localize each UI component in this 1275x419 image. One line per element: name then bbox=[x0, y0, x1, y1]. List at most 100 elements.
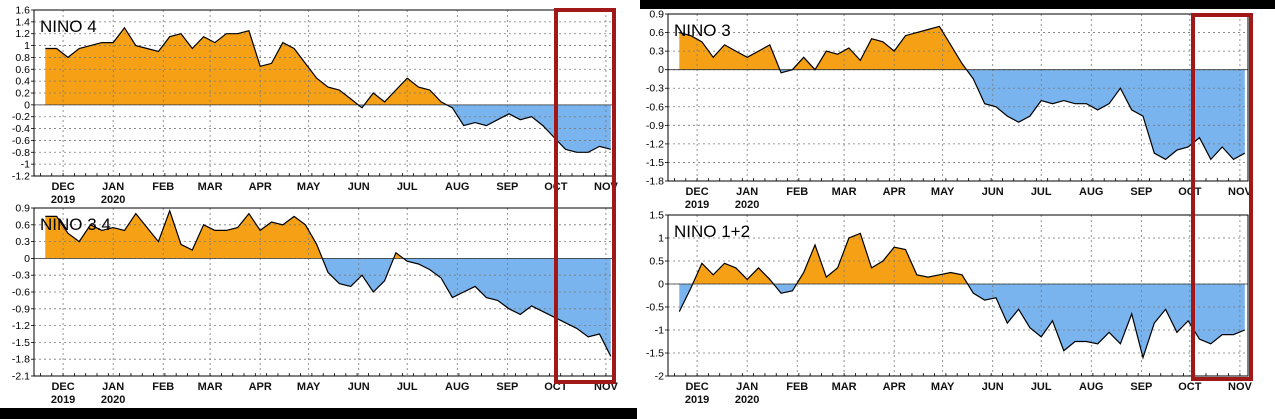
nino-4-y-tick-label: 1.6 bbox=[15, 5, 30, 17]
nino-34-x-year-label: 2019 bbox=[51, 394, 75, 406]
nino-3-x-tick-label: JUL bbox=[1031, 186, 1052, 198]
nino-3-x-tick-label: NOV bbox=[1228, 186, 1253, 198]
nino-4-y-tick-label: 0.6 bbox=[15, 64, 30, 76]
nino-3-y-tick-label: -1.2 bbox=[646, 138, 664, 150]
nino-12-x-tick-label: JUL bbox=[1031, 381, 1052, 393]
nino-3-series-line bbox=[679, 25, 1246, 161]
nino-3-frame bbox=[667, 13, 1249, 182]
nino-34-x-tick-label: JUL bbox=[397, 381, 418, 393]
nino-3-x-year-label: 2020 bbox=[735, 199, 759, 211]
nino-4-panel: -1.2-1-0.8-0.6-0.4-0.200.20.40.60.811.21… bbox=[12, 5, 619, 207]
nino-34-x-tick-label: AUG bbox=[445, 381, 469, 393]
nino-4-y-tick-label: -0.4 bbox=[12, 123, 30, 135]
nino-3-x-tick-label: DEC bbox=[685, 186, 708, 198]
nino-4-title: NINO 4 bbox=[40, 17, 97, 36]
nino-12-y-tick-label: -0.5 bbox=[646, 302, 664, 314]
nino-12-x-tick-label: MAR bbox=[832, 381, 857, 393]
nino-4-x-tick-label: JUL bbox=[397, 181, 418, 193]
nino-3-x-tick-label: SEP bbox=[1130, 186, 1152, 198]
nino-3-y-tick-label: -0.3 bbox=[646, 83, 664, 95]
nino-34-series-line bbox=[45, 208, 612, 357]
nino-4-y-tick-label: 0 bbox=[24, 99, 30, 111]
nino-4-x-year-label: 2020 bbox=[101, 194, 125, 206]
nino-34-x-tick-label: JUN bbox=[348, 381, 370, 393]
nino-34-x-tick-label: JAN bbox=[102, 381, 124, 393]
nino-12-y-tick-label: 1 bbox=[658, 233, 664, 245]
nino-4-y-tick-label: 1.2 bbox=[15, 28, 30, 40]
black-bar-bottom-left bbox=[0, 408, 637, 419]
nino-4-x-tick-label: SEP bbox=[496, 181, 518, 193]
nino-34-title: NINO 3.4 bbox=[40, 215, 111, 234]
nino-12-title: NINO 1+2 bbox=[674, 222, 750, 241]
right-column-oct-nov-box bbox=[1191, 13, 1253, 381]
nino-34-negative-area bbox=[45, 258, 611, 357]
nino-12-y-tick-label: -1.5 bbox=[646, 348, 664, 360]
nino-4-y-tick-label: 1 bbox=[24, 40, 30, 52]
nino-34-x-tick-label: MAR bbox=[198, 381, 223, 393]
nino-4-y-tick-label: -0.6 bbox=[12, 135, 30, 147]
nino-12-series-line bbox=[678, 232, 1246, 360]
nino-34-x-tick-label: SEP bbox=[496, 381, 518, 393]
nino-3-y-tick-label: 0.3 bbox=[649, 46, 664, 58]
nino-3-y-tick-label: -0.9 bbox=[646, 120, 664, 132]
nino-12-y-tick-label: -2 bbox=[655, 371, 664, 383]
nino-3-x-tick-label: FEB bbox=[786, 186, 808, 198]
nino-3-y-tick-label: 0.6 bbox=[649, 27, 664, 39]
nino-34-y-tick-label: -0.9 bbox=[12, 303, 30, 315]
left-column-oct-nov-box bbox=[554, 8, 616, 384]
nino-3-panel: -1.8 -1.5 -1.2 -0.9 -0.6 -0.3 0 0.3 0.6 0.9 DEC201… bbox=[646, 9, 1253, 212]
nino-4-x-tick-label: JAN bbox=[102, 181, 124, 193]
nino-4-y-tick-label: 0.4 bbox=[15, 76, 30, 88]
nino-12-negative-area bbox=[679, 284, 1245, 358]
nino-12-x-tick-label: MAY bbox=[931, 381, 955, 393]
nino-3-y-tick-label: 0.9 bbox=[649, 9, 664, 21]
nino-4-y-tick-label: 0.8 bbox=[15, 52, 30, 64]
nino-12-positive-area bbox=[679, 233, 1245, 284]
nino-4-positive-area bbox=[45, 27, 447, 105]
nino-3-x-tick-label: JUN bbox=[982, 186, 1004, 198]
nino-4-y-tick-label: -1.2 bbox=[12, 171, 30, 183]
nino-3-y-tick-label: -0.6 bbox=[646, 101, 664, 113]
nino-12-x-tick-label: OCT bbox=[1178, 381, 1202, 393]
nino-34-y-tick-label: -1.8 bbox=[12, 354, 30, 366]
nino-34-y-tick-label: -1.5 bbox=[12, 337, 30, 349]
nino-12-x-tick-label: FEB bbox=[786, 381, 808, 393]
nino-3-negative-area bbox=[679, 69, 1245, 160]
nino-12-x-year-label: 2020 bbox=[735, 394, 759, 406]
nino-4-y-tick-label: 1.4 bbox=[15, 16, 30, 28]
nino-3-x-tick-label: AUG bbox=[1079, 186, 1103, 198]
nino-12-x-tick-label: JAN bbox=[736, 381, 758, 393]
nino-3-x-tick-label: OCT bbox=[1178, 186, 1202, 198]
nino-4-x-tick-label: JUN bbox=[348, 181, 370, 193]
nino-3-y-tick-label: 0 bbox=[658, 64, 664, 76]
nino-3-x-tick-label: JAN bbox=[736, 186, 758, 198]
nino-12-y-tick-label: 0.5 bbox=[649, 256, 664, 268]
nino-4-y-tick-label: -0.2 bbox=[12, 111, 30, 123]
nino-3-x-tick-label: MAY bbox=[931, 186, 955, 198]
nino-34-panel: -2.1 -1.8 -1.5 -1.2 -0.9 -0.6 -0.3 0 0.3 0.6 0.9 DE… bbox=[12, 203, 619, 407]
nino-4-x-tick-label: DEC bbox=[51, 181, 74, 193]
black-bar-top-right bbox=[640, 0, 1275, 9]
nino-4-x-tick-label: APR bbox=[249, 181, 272, 193]
nino-34-x-tick-label: FEB bbox=[152, 381, 174, 393]
nino-34-x-tick-label: DEC bbox=[51, 381, 74, 393]
nino-12-x-tick-label: SEP bbox=[1130, 381, 1152, 393]
nino-12-x-tick-label: DEC bbox=[685, 381, 708, 393]
nino-34-y-tick-label: -2.1 bbox=[12, 371, 30, 383]
nino-34-x-tick-label: APR bbox=[249, 381, 272, 393]
nino-3-x-tick-label: APR bbox=[883, 186, 906, 198]
nino-3-title: NINO 3 bbox=[674, 21, 731, 40]
nino-3-y-tick-label: -1.5 bbox=[646, 157, 664, 169]
nino-12-x-tick-label: AUG bbox=[1079, 381, 1103, 393]
nino-34-y-tick-label: 0.9 bbox=[15, 203, 30, 215]
nino-3-x-tick-label: MAR bbox=[832, 186, 857, 198]
nino-12-x-year-label: 2019 bbox=[685, 394, 709, 406]
nino-3-positive-area bbox=[679, 26, 967, 70]
nino-34-y-tick-label: 0.6 bbox=[15, 219, 30, 231]
nino-4-x-year-label: 2019 bbox=[51, 194, 75, 206]
nino-4-x-tick-label: AUG bbox=[445, 181, 469, 193]
nino-34-x-year-label: 2020 bbox=[101, 394, 125, 406]
nino-4-series-line bbox=[45, 26, 611, 153]
nino-3-x-year-label: 2019 bbox=[685, 199, 709, 211]
